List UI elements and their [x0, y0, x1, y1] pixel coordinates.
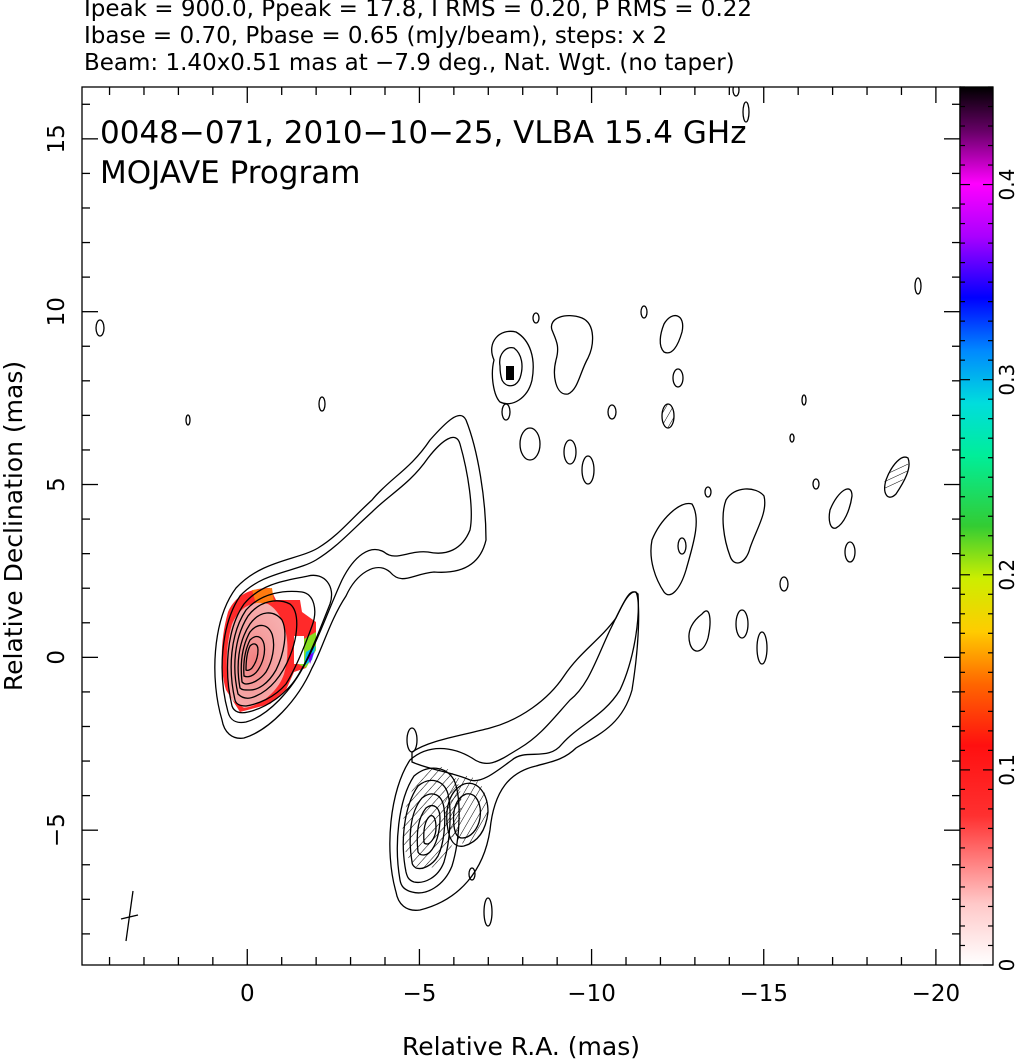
contours — [95, 87, 922, 927]
y-axis-label: Relative Declination (mas) — [0, 361, 28, 691]
colorbar-tick-label: 0.2 — [995, 559, 1019, 591]
header-line-1: Ipeak = 900.0, Ppeak = 17.8, I RMS = 0.2… — [84, 0, 753, 22]
y-tick-label: 0 — [44, 650, 70, 665]
hatched-region — [402, 404, 909, 870]
y-tick-label: 15 — [44, 124, 70, 153]
y-tick-label: −5 — [44, 813, 70, 847]
x-axis-label: Relative R.A. (mas) — [402, 1032, 640, 1060]
chart-title: 0048−071, 2010−10−25, VLBA 15.4 GHz — [100, 115, 746, 151]
colorbar — [959, 86, 994, 966]
x-tick-label: −20 — [912, 981, 961, 1007]
header-line-3: Beam: 1.40x0.51 mas at −7.9 deg., Nat. W… — [84, 50, 735, 76]
chart-subtitle: MOJAVE Program — [100, 155, 360, 191]
polarization-image — [221, 366, 514, 712]
colorbar-axis: 0 0.1 0.2 0.3 0.4 — [960, 86, 1019, 972]
plot-frame — [81, 86, 961, 966]
y-axis: −5 0 5 10 15 — [44, 103, 960, 935]
y-tick-label: 5 — [44, 477, 70, 492]
y-tick-label: 10 — [44, 297, 70, 326]
x-tick-label: −5 — [402, 981, 436, 1007]
x-tick-label: −15 — [739, 981, 788, 1007]
colorbar-tick-label: 0.4 — [995, 169, 1019, 201]
x-tick-label: −10 — [567, 981, 616, 1007]
beam-marker — [120, 890, 139, 942]
colorbar-tick-label: 0.3 — [995, 364, 1019, 396]
header-line-2: Ibase = 0.70, Pbase = 0.65 (mJy/beam), s… — [84, 23, 668, 49]
x-tick-label: 0 — [240, 981, 255, 1007]
colorbar-tick-label: 0 — [995, 959, 1019, 972]
colorbar-tick-label: 0.1 — [995, 754, 1019, 786]
x-axis: 0 −5 −10 −15 −20 — [108, 87, 961, 1007]
